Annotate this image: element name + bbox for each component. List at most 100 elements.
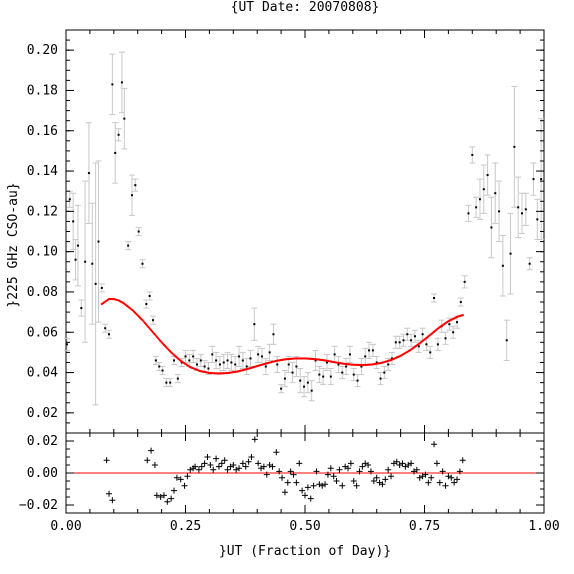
data-point: [91, 262, 94, 265]
residual-point: [279, 474, 286, 481]
residual-point: [215, 463, 222, 470]
residual-point: [316, 481, 323, 488]
residual-point: [339, 482, 346, 489]
residual-point: [313, 468, 320, 475]
residual-point: [367, 468, 374, 475]
residual-point: [103, 457, 110, 464]
residual-point: [353, 482, 360, 489]
residual-point: [160, 492, 167, 499]
residual-point: [181, 482, 188, 489]
residual-point: [284, 479, 291, 486]
residual-point: [287, 468, 294, 475]
data-point: [120, 81, 123, 84]
data-point: [536, 218, 539, 221]
x-tick-label: 1.00: [528, 519, 559, 534]
data-point: [218, 363, 221, 366]
x-tick-label: 0.75: [409, 519, 440, 534]
data-point: [97, 240, 100, 243]
data-point: [211, 353, 214, 356]
data-point: [448, 323, 451, 326]
residual-point: [198, 463, 205, 470]
data-point: [303, 385, 306, 388]
residual-point: [207, 462, 214, 468]
x-tick-label: 0.25: [170, 519, 201, 534]
data-point: [383, 371, 386, 374]
residual-point: [260, 463, 267, 470]
data-point: [295, 365, 298, 368]
top-fit: [100, 297, 464, 375]
data-point: [169, 381, 172, 384]
data-point: [154, 359, 157, 362]
residual-point: [359, 463, 366, 470]
residual-point: [151, 462, 158, 468]
data-point: [291, 371, 294, 374]
residual-point: [239, 460, 246, 467]
residual-point: [293, 479, 300, 486]
chart-title: {UT Date: 20070808}: [231, 0, 380, 15]
data-point: [123, 117, 126, 120]
residual-point: [330, 473, 337, 480]
data-point: [444, 337, 447, 340]
data-point: [130, 194, 133, 197]
data-point: [76, 244, 79, 247]
residual-point: [416, 474, 423, 481]
residual-point: [173, 474, 180, 481]
residual-point: [439, 468, 446, 475]
residual-point: [221, 457, 228, 464]
data-point: [207, 367, 210, 370]
y-tick-label: 0.08: [27, 285, 58, 300]
data-point: [176, 377, 179, 380]
data-point: [345, 365, 348, 368]
data-point: [433, 296, 436, 299]
data-point: [65, 343, 68, 346]
data-point: [241, 359, 244, 362]
data-point: [325, 361, 328, 364]
residual-point: [192, 463, 199, 470]
data-point: [94, 282, 97, 285]
data-point: [203, 365, 206, 368]
data-point: [199, 359, 202, 362]
residual-point: [164, 498, 171, 505]
residual-point: [307, 495, 314, 502]
residual-point: [356, 468, 363, 475]
residual-point: [431, 441, 438, 448]
residual-point: [448, 474, 455, 481]
residual-point: [428, 474, 435, 481]
data-point: [456, 321, 459, 324]
data-point: [226, 359, 229, 362]
residual-point: [157, 494, 164, 500]
top-points: [65, 81, 543, 392]
y-tick-label: 0.20: [27, 43, 58, 58]
data-point: [490, 226, 493, 229]
data-point: [501, 264, 504, 267]
residual-point: [269, 463, 276, 470]
top-errorbars: [63, 51, 545, 406]
data-point: [145, 303, 148, 306]
data-point: [528, 262, 531, 265]
data-point: [394, 341, 397, 344]
residual-point: [236, 465, 243, 472]
data-point: [398, 341, 401, 344]
data-point: [540, 178, 543, 181]
data-point: [333, 353, 336, 356]
data-point: [276, 363, 279, 366]
data-point: [257, 353, 260, 356]
residual-point: [393, 458, 400, 465]
residual-point: [230, 462, 237, 468]
data-point: [467, 212, 470, 215]
data-point: [452, 331, 455, 334]
y-tick-label: 0.02: [27, 434, 58, 449]
residual-point: [347, 460, 354, 467]
residual-point: [365, 462, 372, 468]
data-point: [337, 363, 340, 366]
y-tick-label: 0.14: [27, 164, 58, 179]
residual-point: [273, 449, 280, 456]
residual-point: [144, 457, 151, 464]
data-point: [521, 212, 524, 215]
residual-point: [281, 489, 288, 496]
data-point: [425, 343, 428, 346]
data-point: [429, 351, 432, 354]
fit-curve-point: [461, 314, 464, 317]
data-point: [249, 357, 252, 360]
x-axis-label: }UT (Fraction of Day)}: [219, 544, 391, 559]
